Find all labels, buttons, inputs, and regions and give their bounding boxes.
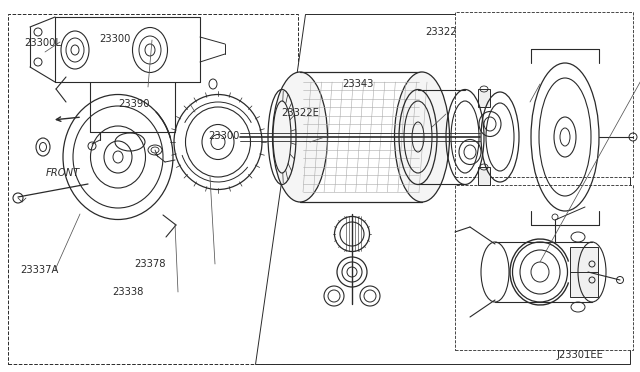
Ellipse shape xyxy=(394,72,449,202)
Text: 23300: 23300 xyxy=(208,131,239,141)
Text: 23390: 23390 xyxy=(118,99,150,109)
Bar xyxy=(570,247,598,297)
Bar xyxy=(478,89,490,107)
Bar xyxy=(455,12,633,177)
Text: 23338: 23338 xyxy=(112,287,143,297)
Bar xyxy=(455,185,633,350)
Text: 23322: 23322 xyxy=(426,27,457,36)
Polygon shape xyxy=(255,14,630,364)
Text: 23378: 23378 xyxy=(134,259,166,269)
Text: FRONT: FRONT xyxy=(46,168,81,178)
Text: 23322E: 23322E xyxy=(282,109,319,118)
Ellipse shape xyxy=(273,72,328,202)
Text: 23337A: 23337A xyxy=(20,265,59,275)
Text: J23301EE: J23301EE xyxy=(557,350,604,360)
Bar xyxy=(478,167,490,185)
Text: 23300: 23300 xyxy=(99,34,131,44)
Bar xyxy=(8,14,298,364)
Text: 23300L: 23300L xyxy=(24,38,61,48)
Text: 23343: 23343 xyxy=(342,79,374,89)
